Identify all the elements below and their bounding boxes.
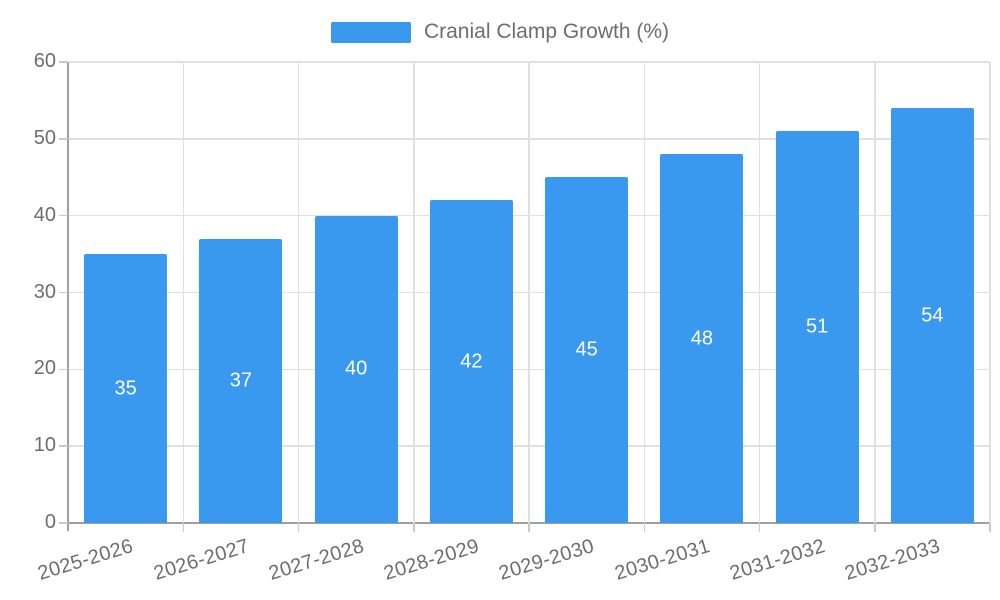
bar-2029-2030[interactable] — [545, 177, 629, 523]
y-axis-line — [67, 62, 69, 531]
x-axis-label-2028-2029: 2028-2029 — [381, 535, 482, 585]
x-axis-label-2029-2030: 2029-2030 — [496, 535, 598, 585]
gridline-x-4 — [528, 62, 530, 523]
gridline-x-5 — [643, 62, 645, 523]
gridline-x-7 — [874, 62, 876, 523]
x-tick-1 — [182, 523, 184, 532]
bar-2031-2032[interactable] — [775, 131, 859, 523]
y-tick-0 — [59, 522, 68, 524]
x-tick-8 — [989, 523, 991, 532]
bar-2026-2027[interactable] — [199, 238, 283, 523]
y-axis-label-40: 40 — [33, 203, 56, 226]
x-axis-label-2031-2032: 2031-2032 — [727, 535, 828, 585]
bar-2025-2026[interactable] — [84, 254, 168, 523]
gridline-x-6 — [758, 62, 761, 523]
y-tick-60 — [59, 61, 68, 63]
y-axis-label-50: 50 — [33, 126, 56, 149]
legend-label: Cranial Clamp Growth (%) — [423, 20, 670, 43]
x-axis-label-2027-2028: 2027-2028 — [266, 535, 367, 585]
x-tick-3 — [413, 523, 415, 532]
x-tick-7 — [874, 523, 876, 532]
x-axis-label-2032-2033: 2032-2033 — [842, 535, 943, 585]
bar-2027-2028[interactable] — [314, 215, 398, 523]
bar-2028-2029[interactable] — [429, 200, 513, 523]
gridline-x-8 — [989, 62, 991, 523]
gridline-x-2 — [297, 62, 300, 523]
y-axis-label-60: 60 — [33, 50, 56, 73]
legend-swatch-icon — [330, 21, 411, 43]
gridline-x-1 — [182, 62, 184, 523]
bar-2030-2031[interactable] — [660, 154, 744, 523]
gridline-x-3 — [413, 62, 415, 523]
y-axis-label-10: 10 — [33, 434, 56, 457]
x-tick-2 — [297, 523, 300, 532]
x-axis-label-2025-2026: 2025-2026 — [35, 535, 137, 585]
y-tick-20 — [59, 368, 68, 371]
bar-2032-2033[interactable] — [890, 108, 974, 523]
x-tick-4 — [528, 523, 530, 532]
x-axis-label-2026-2027: 2026-2027 — [150, 535, 252, 585]
y-axis-label-30: 30 — [33, 280, 56, 303]
x-tick-6 — [758, 523, 761, 532]
y-axis-label-0: 0 — [44, 511, 56, 534]
x-tick-5 — [643, 523, 645, 532]
y-tick-50 — [59, 138, 68, 140]
y-tick-10 — [59, 445, 68, 447]
y-tick-40 — [59, 214, 68, 217]
y-axis-label-20: 20 — [33, 357, 56, 380]
x-axis-label-2030-2031: 2030-2031 — [611, 535, 713, 585]
y-tick-30 — [59, 291, 68, 294]
chart-legend: Cranial Clamp Growth (%) — [0, 18, 1000, 46]
x-axis-line — [60, 522, 990, 524]
legend-item[interactable]: Cranial Clamp Growth (%) — [330, 20, 670, 44]
